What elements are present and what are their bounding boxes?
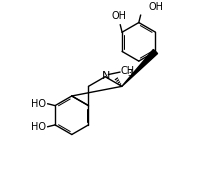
Text: OH: OH xyxy=(149,2,164,12)
Text: N: N xyxy=(102,71,110,81)
Text: HO: HO xyxy=(31,99,46,109)
Text: HO: HO xyxy=(31,122,46,132)
Text: CH: CH xyxy=(121,66,135,76)
Polygon shape xyxy=(122,49,158,86)
Text: OH: OH xyxy=(112,11,127,21)
Text: 3: 3 xyxy=(128,69,133,78)
